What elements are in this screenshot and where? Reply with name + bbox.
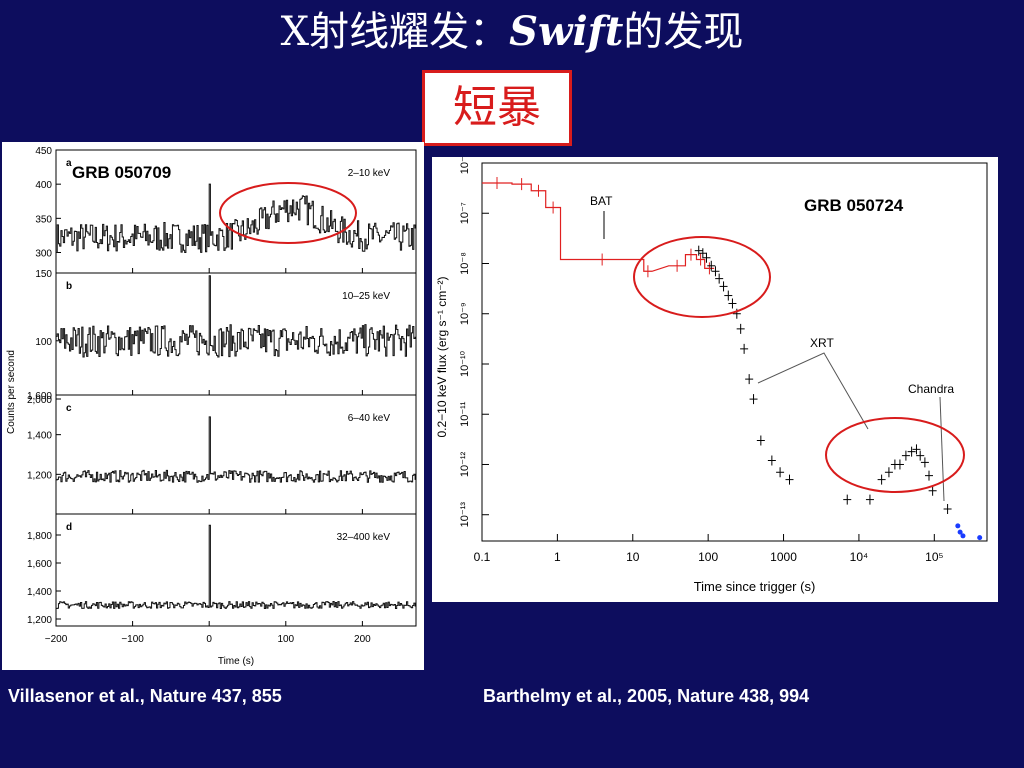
y-tick-label: 10⁻⁸ [459,252,471,275]
annotation-chandra-pointer [939,396,945,502]
y-tick-label: 1,200 [27,470,52,481]
y-tick-label: 10⁻¹² [459,451,471,477]
y-axis-label: 0.2−10 keV flux (erg s⁻¹ cm⁻²) [435,276,449,437]
y-tick-label: 1,600 [27,391,52,402]
x-axis-label: Time (s) [218,656,254,667]
right-figure: 0.1 1 10 100 1000 10⁴ 10⁵ 10⁻⁶ 10⁻⁷ 10⁻⁸ 10⁻⁹ 10⁻¹⁰… [432,152,998,602]
x-tick-label: 1 [554,550,561,564]
y-tick-label: 10⁻⁷ [459,202,471,224]
y-tick-label: 100 [35,337,52,348]
chart-title: GRB 050724 [804,196,904,215]
left-figure: 450 400 350 300 a 2–10 keV 150 100 b 10–25 keV 1,6… [2,142,424,670]
panel-letter: d [66,522,72,533]
bat-curve [482,182,715,272]
right-citation: Barthelmy et al., 2005, Nature 438, 994 [483,686,810,706]
x-tick-label: 10⁴ [850,550,869,564]
lightcurve-b [56,275,416,358]
highlight-circle-late [825,417,965,493]
slide-title: X射线耀发：Swift的发现 [0,4,1024,60]
x-tick-label: 0.1 [474,550,491,564]
y-tick-label: 1,400 [27,587,52,598]
chandra-point [977,535,983,541]
panel-letter: c [66,403,72,414]
highlight-circle-early [633,236,771,318]
highlight-circle [219,182,357,244]
panel-letter: a [66,158,72,169]
panel-letter: b [66,281,72,292]
x-tick-label: 1000 [770,550,797,564]
chandra-point [955,523,961,529]
annotation-chandra: Chandra [908,382,954,396]
panel-band-label: 32–400 keV [337,532,391,543]
annotation-xrt-pointer [757,352,869,430]
x-axis-label: Time since trigger (s) [694,579,816,594]
x-tick-label: −100 [121,634,144,645]
y-tick-label: 400 [35,180,52,191]
y-tick-label: 350 [35,214,52,225]
left-citation: Villasenor et al., Nature 437, 855 [8,686,282,706]
subtitle: 短暴 [453,82,541,133]
subtitle-box: 短暴 [422,70,572,146]
y-tick-label: 150 [35,269,52,280]
plot-frame [481,162,988,542]
lightcurve-c [56,416,416,483]
y-tick-label: 2,000 [27,395,52,406]
y-tick-label: 450 [35,146,52,157]
annotation-xrt: XRT [810,336,834,350]
panel-band-label: 2–10 keV [348,168,391,179]
y-tick-label: 10⁻¹¹ [459,401,471,427]
title-prefix: X射线耀发： [280,9,510,55]
y-tick-label: 10⁻¹⁰ [459,350,471,377]
y-tick-label: 10⁻⁶ [459,157,471,174]
x-tick-label: −200 [45,634,68,645]
lightcurve-d [56,524,416,609]
panel-band-label: 6–40 keV [348,413,391,424]
y-tick-label: 1,800 [27,531,52,542]
y-tick-label: 1,400 [27,431,52,442]
panel-band-label: 10–25 keV [342,291,390,302]
x-tick-label: 200 [354,634,371,645]
title-italic: Swift [509,8,624,55]
y-tick-label: 300 [35,249,52,260]
x-tick-label: 0 [206,634,212,645]
grb050709-lightcurve: 450 400 350 300 a 2–10 keV 150 100 b 10–25 keV 1,6… [6,146,417,667]
chandra-point [957,529,963,535]
panel-frame-d [55,513,417,627]
chart-title: GRB 050709 [72,163,171,182]
title-suffix: 的发现 [623,9,744,55]
y-tick-label: 1,600 [27,559,52,570]
y-tick-label: 1,200 [27,615,52,626]
x-tick-label: 10 [626,550,640,564]
x-tick-label: 100 [698,550,718,564]
grb050724-lightcurve: 0.1 1 10 100 1000 10⁴ 10⁵ 10⁻⁶ 10⁻⁷ 10⁻⁸ 10⁻⁹ 10⁻¹⁰… [435,152,988,594]
lightcurve-a [56,183,416,253]
y-axis-label: Counts per second [6,350,17,434]
x-tick-label: 10⁵ [925,550,943,564]
x-tick-label: 100 [277,634,294,645]
y-tick-label: 10⁻⁹ [459,302,471,325]
y-tick-label: 10⁻¹³ [459,502,471,528]
annotation-bat: BAT [590,194,613,208]
chandra-point [960,533,966,539]
